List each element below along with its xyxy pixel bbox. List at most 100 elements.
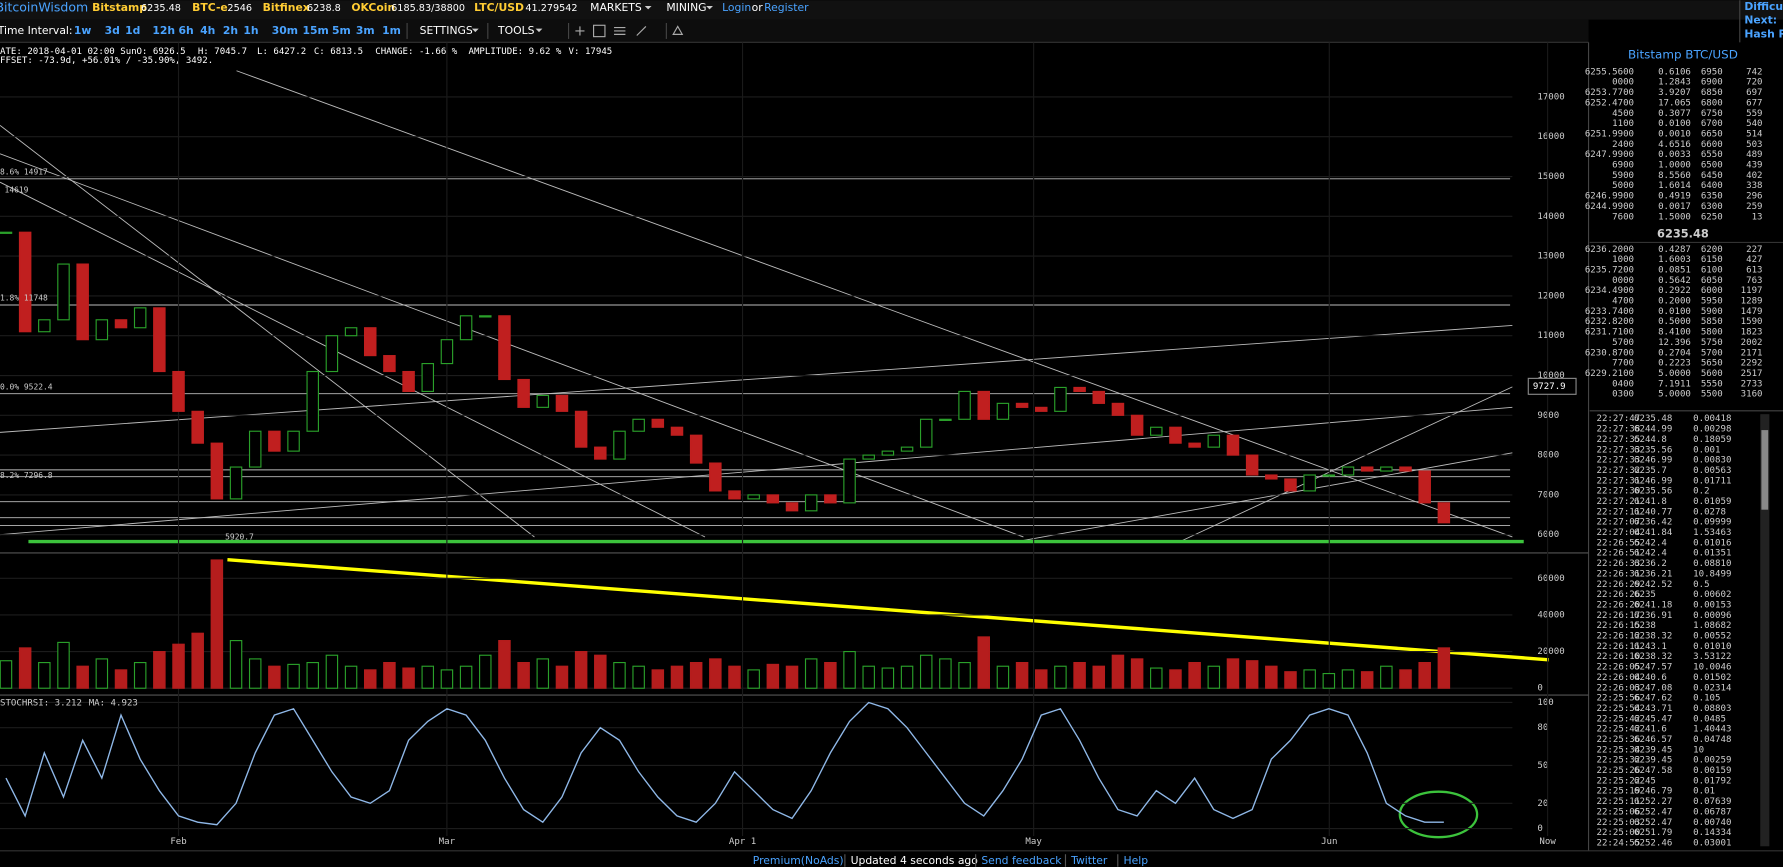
book-cell: 1.5000 — [1658, 212, 1691, 222]
trade-amount: 0.2 — [1693, 487, 1709, 497]
tool-icon[interactable] — [614, 26, 626, 35]
book-cell: 6234.4900 — [1585, 286, 1634, 296]
tool-icon[interactable] — [636, 26, 647, 36]
ticker-name[interactable]: OKCoin — [351, 1, 395, 14]
tool-icon[interactable] — [575, 26, 585, 36]
interval-button[interactable]: 15m — [302, 24, 328, 37]
volume-bar — [1226, 658, 1240, 689]
trade-price: 6243.1 — [1634, 642, 1667, 652]
volume-bar — [977, 636, 990, 689]
trade-amount: 0.01010 — [1693, 642, 1731, 652]
ticker-name[interactable]: LTC/USD — [474, 1, 524, 14]
volume-bar — [306, 661, 319, 689]
trade-amount: 1.08682 — [1693, 621, 1731, 631]
ohlc-info: CHANGE: -1.66 % — [375, 47, 458, 57]
candle — [1322, 474, 1336, 477]
ticker-name[interactable]: BTC-e — [192, 1, 228, 14]
candle — [977, 390, 990, 420]
footer-link[interactable]: Twitter — [1070, 854, 1108, 867]
book-cell: 7700 — [1612, 359, 1634, 369]
toolbar-menu[interactable]: SETTINGS — [420, 24, 473, 37]
book-cell: 6231.7100 — [1585, 328, 1634, 338]
footer-link[interactable]: Premium(NoAds) — [753, 854, 844, 867]
book-cell: 6252.4700 — [1585, 98, 1634, 108]
candle — [517, 378, 530, 408]
candle — [1130, 414, 1144, 436]
candle — [670, 426, 684, 436]
interval-button[interactable]: 2h — [223, 24, 238, 37]
tool-icon[interactable] — [672, 25, 684, 35]
ticker-price: 6235.48 — [141, 3, 181, 14]
candle — [1284, 478, 1297, 492]
interval-button[interactable]: 1h — [243, 24, 258, 37]
book-cell: 5950 — [1701, 297, 1723, 307]
login-link[interactable]: Login — [722, 1, 751, 14]
trade-price: 6252.47 — [1634, 807, 1672, 817]
book-cell: 5800 — [1701, 328, 1723, 338]
interval-button[interactable]: 3m — [356, 24, 375, 37]
trade-time: 22:27:11 — [1597, 507, 1641, 517]
register-link[interactable]: Register — [764, 1, 809, 14]
trade-price: 6246.57 — [1634, 735, 1672, 745]
volume-bar — [1360, 671, 1374, 689]
book-cell: 6900 — [1701, 78, 1723, 88]
trade-time: 22:25:26 — [1597, 766, 1641, 776]
interval-button[interactable]: 12h — [152, 24, 175, 37]
trade-time: 22:26:55 — [1597, 538, 1641, 548]
interval-button[interactable]: 6h — [179, 24, 194, 37]
candle — [824, 494, 837, 504]
candle — [95, 319, 109, 341]
tool-icon[interactable] — [593, 24, 606, 38]
interval-button[interactable]: 4h — [200, 24, 215, 37]
candle — [1303, 474, 1316, 492]
trend-line — [236, 70, 1513, 538]
interval-button[interactable]: 1m — [382, 24, 401, 37]
y-tick-label: 7000 — [1537, 490, 1559, 500]
volume-bar — [172, 643, 185, 689]
book-cell: 1.2843 — [1658, 78, 1691, 88]
trade-time: 22:25:56 — [1597, 694, 1641, 704]
trade-time: 22:27:47 — [1597, 414, 1641, 424]
nav-menu[interactable]: MINING — [666, 1, 706, 14]
book-cell: 763 — [1746, 276, 1762, 286]
trade-price: 6238.32 — [1634, 652, 1672, 662]
book-cell: 1100 — [1612, 119, 1634, 129]
book-cell: 6150 — [1701, 255, 1723, 265]
trade-amount: 10.8499 — [1693, 569, 1731, 579]
volume-bar — [133, 661, 147, 689]
footer-link[interactable]: Send feedback — [981, 854, 1062, 867]
trade-amount: 0.105 — [1693, 694, 1720, 704]
trade-price: 6235 — [1634, 590, 1656, 600]
interval-button[interactable]: 1d — [125, 24, 140, 37]
volume-bar — [1130, 658, 1144, 689]
interval-button[interactable]: 5m — [332, 24, 351, 37]
ticker-name[interactable]: Bitstamp — [92, 1, 147, 14]
volume-bar — [574, 651, 588, 689]
candle — [728, 490, 741, 500]
book-cell: 489 — [1746, 150, 1762, 160]
trade-time: 22:27:32 — [1597, 466, 1641, 476]
book-cell: 6246.9900 — [1585, 192, 1634, 202]
interval-button[interactable]: 30m — [272, 24, 298, 37]
book-cell: 0.0010 — [1658, 129, 1691, 139]
volume-bar — [1015, 661, 1029, 689]
candle — [1399, 466, 1412, 472]
interval-button[interactable]: 3d — [105, 24, 120, 37]
volume-bar — [651, 669, 665, 689]
interval-button[interactable]: 1w — [74, 24, 92, 37]
logo[interactable]: BitcoinWisdom — [0, 0, 88, 15]
scrollbar-thumb[interactable] — [1761, 430, 1769, 510]
toolbar-menu[interactable]: TOOLS — [497, 24, 535, 37]
trade-time: 22:27:38 — [1597, 425, 1641, 435]
book-cell: 6244.9900 — [1585, 202, 1634, 212]
trade-time: 22:25:34 — [1597, 745, 1641, 755]
book-cell: 0.0017 — [1658, 202, 1691, 212]
ohlc-info: V: 17945 — [569, 47, 613, 57]
candle — [574, 410, 588, 448]
book-cell: 6229.2100 — [1585, 369, 1634, 379]
ohlc-info: L: 6427.2 — [257, 47, 306, 57]
ticker-name[interactable]: Bitfinex — [263, 1, 310, 14]
footer-link[interactable]: Help — [1123, 854, 1148, 867]
nav-menu[interactable]: MARKETS — [590, 1, 642, 14]
book-cell: 6850 — [1701, 88, 1723, 98]
